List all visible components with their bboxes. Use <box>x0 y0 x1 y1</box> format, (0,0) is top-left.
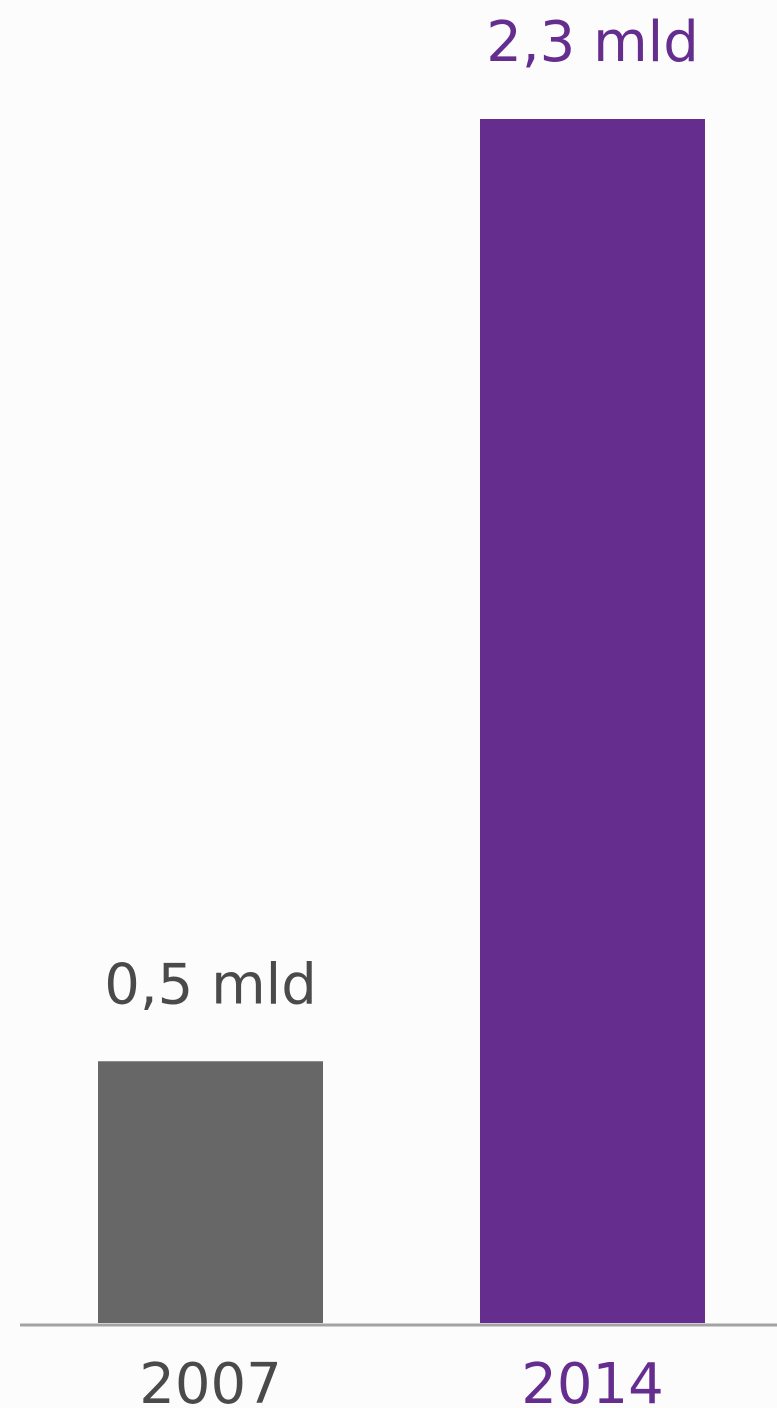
x-tick-label-2014: 2014 <box>521 1352 664 1408</box>
value-labels-group: 0,5 mld 2,3 mld <box>104 10 699 1017</box>
tick-labels-group: 2007 2014 <box>139 1352 664 1408</box>
value-label-2014: 2,3 mld <box>486 10 699 75</box>
bar-2007 <box>98 1061 323 1323</box>
value-label-2007: 0,5 mld <box>104 952 317 1017</box>
bar-2014 <box>480 119 705 1323</box>
bars-group <box>98 119 705 1323</box>
x-tick-label-2007: 2007 <box>139 1352 282 1408</box>
